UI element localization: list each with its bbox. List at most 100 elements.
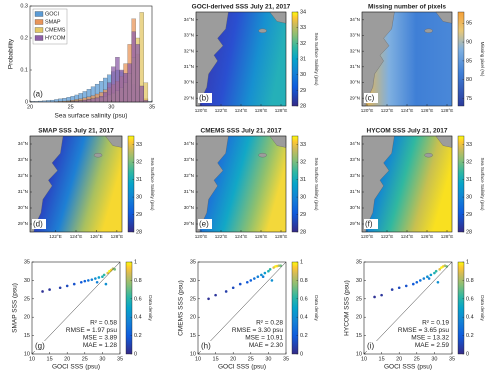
scatter-point (434, 269, 438, 273)
x-tick-label: 124°E (70, 234, 83, 239)
colorbar-tick-label: 0.2 (134, 333, 142, 339)
colorbar-label: Data density (148, 295, 153, 321)
x-axis-label: GOCI SSS (psu) (384, 364, 432, 371)
scatter-point (102, 273, 106, 277)
colorbar-tick-label: 32 (466, 160, 472, 166)
scatter-point (95, 280, 99, 284)
island (93, 153, 103, 158)
y-tick-label: 35 (24, 259, 30, 265)
colorbar-tick-label: 75 (466, 96, 472, 102)
colorbar-tick-label: 0.6 (466, 296, 474, 302)
legend-swatch (34, 19, 44, 25)
scatter-point (106, 271, 109, 275)
scatter-point (72, 282, 76, 286)
island (424, 153, 433, 158)
colorbar-tick-label: 85 (466, 58, 472, 64)
x-tick-label: 120°E (195, 108, 208, 113)
x-tick-label: 126°E (90, 234, 103, 239)
y-tick-label: 25 (190, 296, 196, 302)
x-tick-label: 15 (379, 356, 385, 362)
statistic: MAE = 2.59 (415, 342, 450, 349)
y-tick-label: 33°N (18, 157, 28, 162)
y-tick-label: 29°N (184, 95, 194, 100)
scatter-point (422, 277, 426, 280)
y-tick-label: 32°N (350, 48, 360, 53)
scatter-point (436, 280, 440, 284)
map-title: CMEMS SSS July 21, 2017 (201, 128, 282, 135)
y-tick-label: 30°N (184, 205, 194, 210)
panel-label-box (198, 219, 212, 229)
y-tick-label: 15 (356, 333, 362, 339)
scatter-point (245, 280, 249, 284)
x-tick-label: 128°E (275, 234, 288, 239)
plot-frame (31, 261, 121, 355)
histogram-bar (90, 98, 96, 103)
legend-label: GOCI (45, 11, 60, 17)
scatter-point (87, 279, 90, 282)
scatter-point (415, 280, 419, 284)
colorbar-tick-label: 0.6 (134, 296, 142, 302)
x-tick-label: 25 (68, 104, 74, 110)
scatter-point (390, 288, 394, 291)
y-tick-label: 29°N (350, 95, 360, 100)
histogram-bar (115, 57, 120, 103)
panel-label-box (32, 89, 46, 99)
colorbar-tick-label: 0.8 (300, 278, 308, 284)
colorbar-tick-label: 1 (134, 259, 137, 265)
scatter-point (94, 277, 97, 280)
scatter-point (270, 279, 274, 282)
panel-label-box (34, 341, 48, 351)
colorbar (457, 135, 465, 233)
y-tick-label: 0 (25, 99, 28, 105)
colorbar-tick-label: 33 (300, 142, 306, 148)
y-tick-label: 32°N (184, 48, 194, 53)
statistic: R² = 0.19 (422, 320, 449, 327)
colorbar-tick-label: 31 (466, 177, 472, 183)
colorbar-label: Sea Surface Salinity (psu) (314, 32, 319, 86)
x-tick-label: 10 (195, 356, 201, 362)
scatter-point (260, 273, 263, 277)
y-tick-label: 0.2 (20, 35, 28, 41)
scatter-point (426, 275, 429, 279)
y-tick-label: 25 (24, 296, 30, 302)
x-tick-label: 124°E (401, 234, 414, 239)
y-tick-label: 10 (356, 351, 362, 357)
y-tick-label: 34°N (350, 141, 360, 146)
y-tick-label: 32°N (184, 173, 194, 178)
histogram-bar (119, 69, 124, 103)
colorbar-tick-label: 34 (300, 9, 306, 15)
island (424, 28, 433, 33)
colorbar-tick-label: 28 (466, 229, 472, 235)
statistic: MSE = 3.89 (83, 335, 118, 342)
histogram-bar (103, 92, 108, 103)
y-tick-label: 33°N (184, 33, 194, 38)
x-tick-label: 25 (414, 356, 420, 362)
scatter-point (65, 284, 69, 288)
y-axis-label: Probability (8, 38, 15, 69)
colorbar-tick-label: 0.2 (466, 333, 474, 339)
colorbar-tick-label: 29 (466, 212, 472, 218)
scatter-point (101, 275, 104, 279)
y-tick-label: 31°N (350, 189, 360, 194)
statistic: R² = 0.28 (256, 320, 283, 327)
statistic: RMSE = 1.97 psu (66, 327, 118, 334)
y-tick-label: 35 (356, 259, 362, 265)
y-tick-label: 31°N (184, 189, 194, 194)
x-tick-label: 124°E (235, 108, 248, 113)
colorbar-tick-label: 0.8 (466, 278, 474, 284)
scatter-point (41, 290, 44, 293)
statistic: RMSE = 3.65 psu (398, 327, 450, 334)
colorbar-tick-label: 32 (136, 160, 142, 166)
x-tick-label: 122°E (215, 234, 228, 239)
scatter-point (256, 275, 260, 279)
scatter-point (272, 266, 275, 269)
y-tick-label: 0.1 (20, 67, 28, 73)
y-tick-label: 0.3 (20, 3, 28, 9)
x-tick-label: 122°E (49, 234, 62, 239)
one-to-one-line (197, 261, 287, 355)
plot-frame (29, 5, 153, 103)
colorbar-tick-label: 31 (300, 56, 306, 62)
colorbar-tick-label: 30 (466, 195, 472, 201)
x-axis-label: Sea surface salinity (psu) (55, 113, 128, 120)
colorbar-tick-label: 1 (466, 259, 469, 265)
